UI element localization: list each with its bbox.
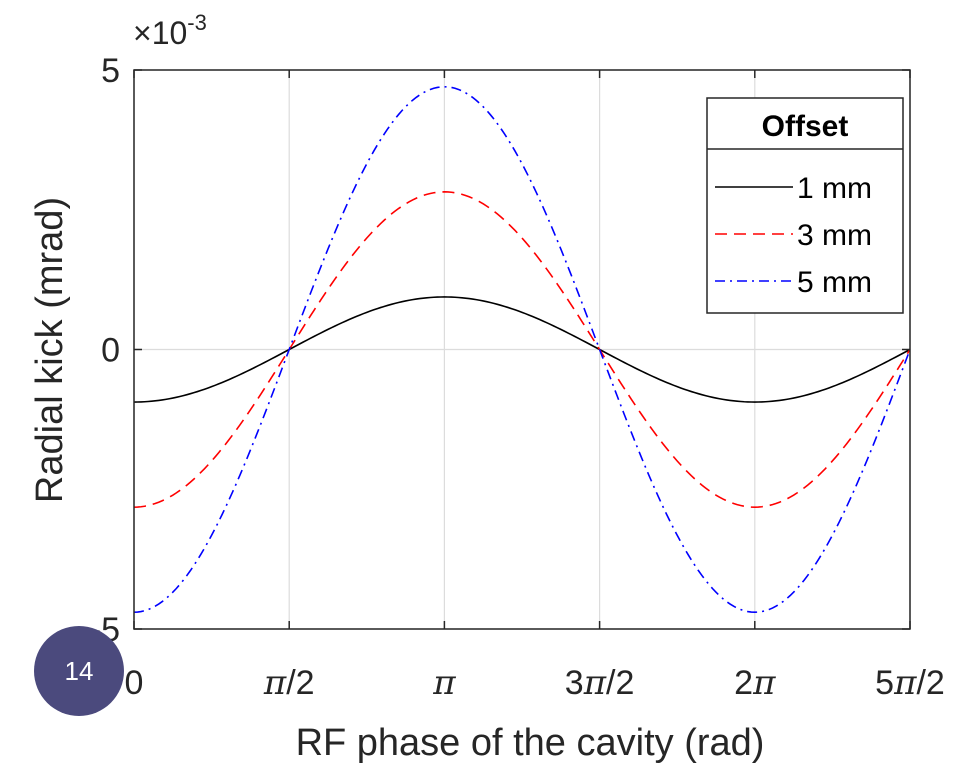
page-number-badge: 14 xyxy=(34,626,124,716)
legend-entry-label: 5 mm xyxy=(797,266,872,299)
series-line-1-mm xyxy=(133,296,911,403)
axis-ticks xyxy=(133,69,911,630)
y-axis-exponent: ×10-3 xyxy=(133,10,207,51)
legend-entry-label: 3 mm xyxy=(797,219,872,252)
legend-title: Offset xyxy=(762,110,849,143)
x-tick-labels: 0 π/2 π 3π/2 2π 5π/2 xyxy=(125,663,945,703)
x-axis-title: RF phase of the cavity (rad) xyxy=(296,722,765,764)
x-tick-label: 2π xyxy=(734,663,776,703)
x-tick-label: 0 xyxy=(125,664,144,702)
series-lines xyxy=(133,85,911,614)
y-tick-label: 5 xyxy=(101,52,120,90)
x-tick-label: 3π/2 xyxy=(565,663,635,703)
x-tick-label: π xyxy=(432,663,456,703)
series-line-3-mm xyxy=(133,191,911,508)
series-line-5-mm xyxy=(133,85,911,614)
y-axis-title: Radial kick (mrad) xyxy=(29,197,71,503)
x-tick-label: π/2 xyxy=(263,663,315,703)
x-tick-label: 5π/2 xyxy=(875,663,945,703)
y-tick-label: 0 xyxy=(101,332,120,370)
legend: Offset 1 mm 3 mm 5 mm xyxy=(706,97,904,314)
legend-box xyxy=(706,97,904,314)
legend-entry-label: 1 mm xyxy=(797,172,872,205)
y-tick-labels: -505 xyxy=(90,52,120,649)
